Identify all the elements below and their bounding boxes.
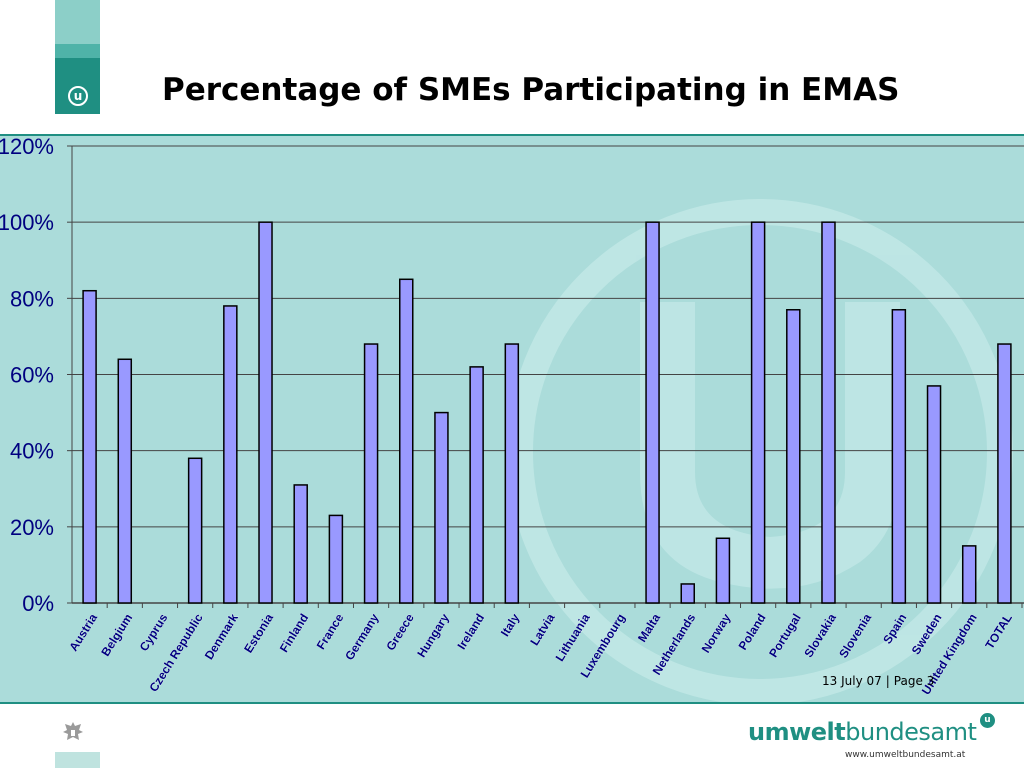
brand-bold: umwelt	[748, 718, 846, 746]
chart-panel: 0% 20% 40% 60% 80% 100% 120% Austria Belgium Cyp…	[0, 134, 1024, 704]
austrian-eagle-icon	[63, 722, 83, 740]
bar-united-kingdom	[961, 545, 977, 604]
bar-hungary	[434, 411, 449, 604]
bar-malta	[645, 221, 660, 604]
bar-total	[997, 343, 1012, 604]
y-tick-label: 80%	[10, 286, 54, 311]
x-tick-label: Finland	[277, 611, 311, 655]
brand-wordmark: umweltbundesamt	[748, 718, 977, 746]
bar-norway	[715, 537, 731, 604]
bar-portugal	[786, 309, 801, 604]
x-tick-label: Poland	[736, 611, 769, 652]
x-tick-label: Estonia	[241, 611, 276, 655]
bars	[82, 221, 1012, 604]
y-tick-label: 0%	[22, 591, 54, 616]
y-tick-labels: 0% 20% 40% 60% 80% 100% 120%	[0, 136, 54, 616]
footer-page-info: 13 July 07 | Page 3	[822, 674, 934, 688]
y-tick-label: 40%	[10, 439, 54, 464]
bar-belgium	[117, 358, 133, 604]
x-tick-label: Hungary	[414, 611, 452, 660]
y-tick-label: 20%	[10, 515, 54, 540]
x-tick-label: Italy	[498, 611, 523, 639]
x-tick-label: Denmark	[202, 611, 241, 662]
header-stripe-light	[55, 0, 100, 44]
brand-url: www.umweltbundesamt.at	[845, 750, 966, 760]
x-tick-label: TOTAL	[982, 611, 1014, 651]
bar-ireland	[469, 366, 484, 604]
footer-page-number: Page 3	[893, 674, 935, 688]
umweltbundesamt-u-logo-icon: u	[68, 86, 88, 106]
x-tick-label: Ireland	[454, 611, 487, 652]
header-stripe-mid	[55, 44, 100, 58]
bar-sweden	[926, 385, 942, 604]
bar-germany	[363, 343, 379, 604]
bar-czech-republic	[187, 457, 203, 604]
bar-estonia	[258, 221, 273, 604]
x-tick-label: Cyprus	[137, 611, 171, 654]
footer-stripe	[55, 752, 100, 768]
bar-poland	[750, 221, 766, 604]
x-tick-label: Germany	[342, 611, 382, 663]
y-tick-label: 100%	[0, 210, 54, 235]
y-tick-label: 120%	[0, 136, 54, 159]
bar-denmark	[223, 305, 238, 604]
bar-france	[328, 514, 344, 604]
x-tick-label: Belgium	[98, 611, 135, 659]
bar-italy	[504, 343, 520, 604]
bar-slovakia	[821, 221, 836, 604]
u-logo-icon: u	[980, 713, 995, 728]
bar-austria	[82, 289, 97, 604]
x-tick-label: Slovakia	[801, 611, 839, 660]
x-tick-label: France	[314, 611, 347, 652]
bar-finland	[293, 484, 308, 604]
bar-netherlands	[680, 583, 695, 604]
footer-date: 13 July 07	[822, 674, 882, 688]
x-tick-label: Malta	[635, 611, 663, 645]
x-tick-label: Norway	[699, 611, 734, 655]
brand-regular: bundesamt	[845, 718, 977, 746]
x-tick-label: Portugal	[766, 611, 804, 660]
x-tick-label: Austria	[66, 611, 100, 654]
x-tick-label: Greece	[383, 611, 417, 653]
footer-separator: |	[885, 674, 890, 688]
y-tick-label: 60%	[10, 363, 54, 388]
x-tick-label: Latvia	[527, 611, 557, 648]
slide-title: Percentage of SMEs Participating in EMAS	[162, 72, 900, 108]
bar-greece	[399, 278, 414, 604]
bar-spain	[891, 309, 907, 604]
